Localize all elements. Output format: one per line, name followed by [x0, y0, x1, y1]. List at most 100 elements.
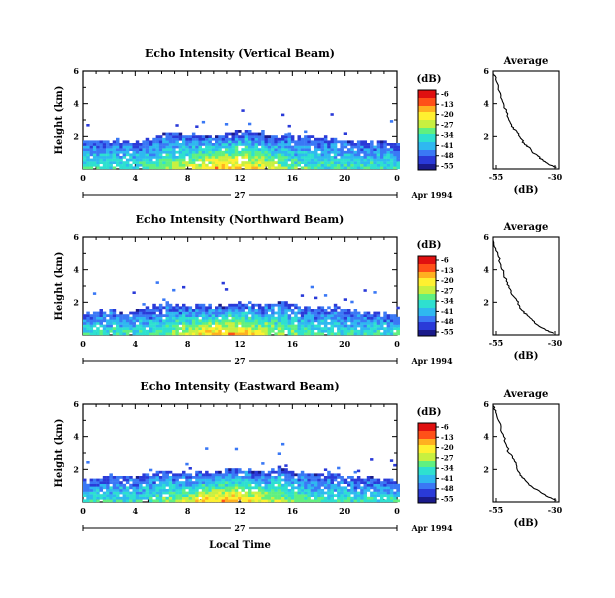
echo-cell [290, 473, 295, 477]
echo-cell [363, 496, 367, 500]
echo-cell [145, 306, 150, 310]
echo-cell [271, 148, 275, 151]
echo-cell [281, 319, 285, 323]
echo-cell [360, 316, 364, 320]
echo-cell [109, 322, 113, 325]
echo-speck [142, 303, 146, 306]
echo-cell [188, 489, 193, 492]
echo-speck [277, 452, 281, 455]
echo-speck [281, 113, 285, 117]
echo-cell [224, 156, 229, 159]
echo-cell [370, 314, 374, 317]
echo-cell [300, 483, 305, 487]
echo-cell [215, 156, 219, 159]
colorbar-segment [418, 425, 436, 428]
echo-cell [231, 303, 235, 307]
echo-cell [356, 481, 361, 484]
echo-cell [347, 158, 351, 162]
echo-cell [86, 145, 90, 149]
echo-cell [370, 481, 374, 484]
echo-cell [208, 156, 212, 159]
echo-cell [271, 324, 275, 328]
echo-cell [366, 158, 371, 162]
echo-cell [323, 499, 328, 503]
colorbar-segment [418, 104, 436, 107]
echo-cell [350, 161, 354, 164]
echo-cell [294, 491, 298, 495]
echo-cell [310, 314, 315, 317]
echo-cell [116, 489, 120, 492]
echo-cell [360, 148, 364, 151]
echo-cell [261, 332, 265, 336]
echo-cell [248, 489, 252, 492]
echo-cell [261, 322, 265, 325]
echo-cell [135, 319, 140, 323]
echo-cell [254, 161, 259, 164]
echo-cell [165, 306, 169, 310]
y-tick-label: 6 [73, 66, 79, 76]
echo-cell [188, 329, 193, 333]
echo-cell [274, 476, 278, 479]
echo-cell [389, 329, 394, 333]
echo-cell [182, 470, 186, 474]
echo-cell [112, 158, 117, 162]
echo-cell [168, 329, 173, 333]
echo-cell [182, 161, 186, 164]
echo-cell [234, 324, 239, 328]
echo-cell [125, 329, 130, 333]
echo-cell [158, 143, 163, 146]
echo-cell [102, 476, 107, 479]
echo-cell [129, 322, 133, 325]
echo-cell [142, 311, 146, 315]
echo-cell [178, 327, 183, 330]
echo-cell [116, 163, 120, 167]
echo-cell [317, 329, 321, 333]
echo-cell [205, 145, 209, 149]
echo-cell [158, 491, 163, 495]
echo-cell [201, 329, 206, 333]
echo-cell [360, 496, 364, 500]
echo-cell [132, 319, 136, 323]
echo-cell [383, 332, 387, 336]
echo-cell [191, 137, 196, 141]
echo-cell [330, 309, 334, 312]
echo-cell [102, 140, 107, 144]
echo-cell [343, 478, 348, 482]
echo-cell [380, 494, 384, 497]
echo-cell [165, 137, 169, 141]
echo-cell [139, 322, 143, 325]
echo-cell [122, 322, 127, 325]
echo-cell [257, 470, 262, 474]
echo-cell [99, 150, 103, 154]
colorbar-tick-label: -13 [441, 266, 454, 275]
echo-cell [218, 306, 222, 310]
echo-cell [261, 496, 265, 500]
echo-cell [271, 496, 275, 500]
echo-cell [264, 499, 268, 503]
echo-cell [350, 329, 354, 333]
echo-cell [290, 150, 295, 154]
echo-cell [314, 481, 318, 484]
echo-cell [244, 486, 249, 490]
echo-cell [86, 143, 90, 146]
echo-cell [224, 332, 229, 336]
echo-cell [337, 150, 341, 154]
echo-cell [389, 478, 394, 482]
echo-cell [277, 478, 282, 482]
echo-cell [366, 486, 371, 490]
echo-cell [333, 161, 338, 164]
echo-cell [218, 140, 222, 144]
echo-cell [89, 481, 94, 484]
echo-cell [112, 489, 117, 492]
echo-cell [152, 303, 156, 307]
echo-cell [172, 309, 176, 312]
echo-cell [314, 483, 318, 487]
echo-cell [142, 473, 146, 477]
echo-cell [228, 483, 232, 487]
echo-cell [158, 494, 163, 497]
echo-cell [195, 486, 199, 490]
echo-cell [320, 494, 325, 497]
echo-cell [360, 332, 364, 336]
echo-cell [205, 314, 209, 317]
echo-cell [380, 324, 384, 328]
